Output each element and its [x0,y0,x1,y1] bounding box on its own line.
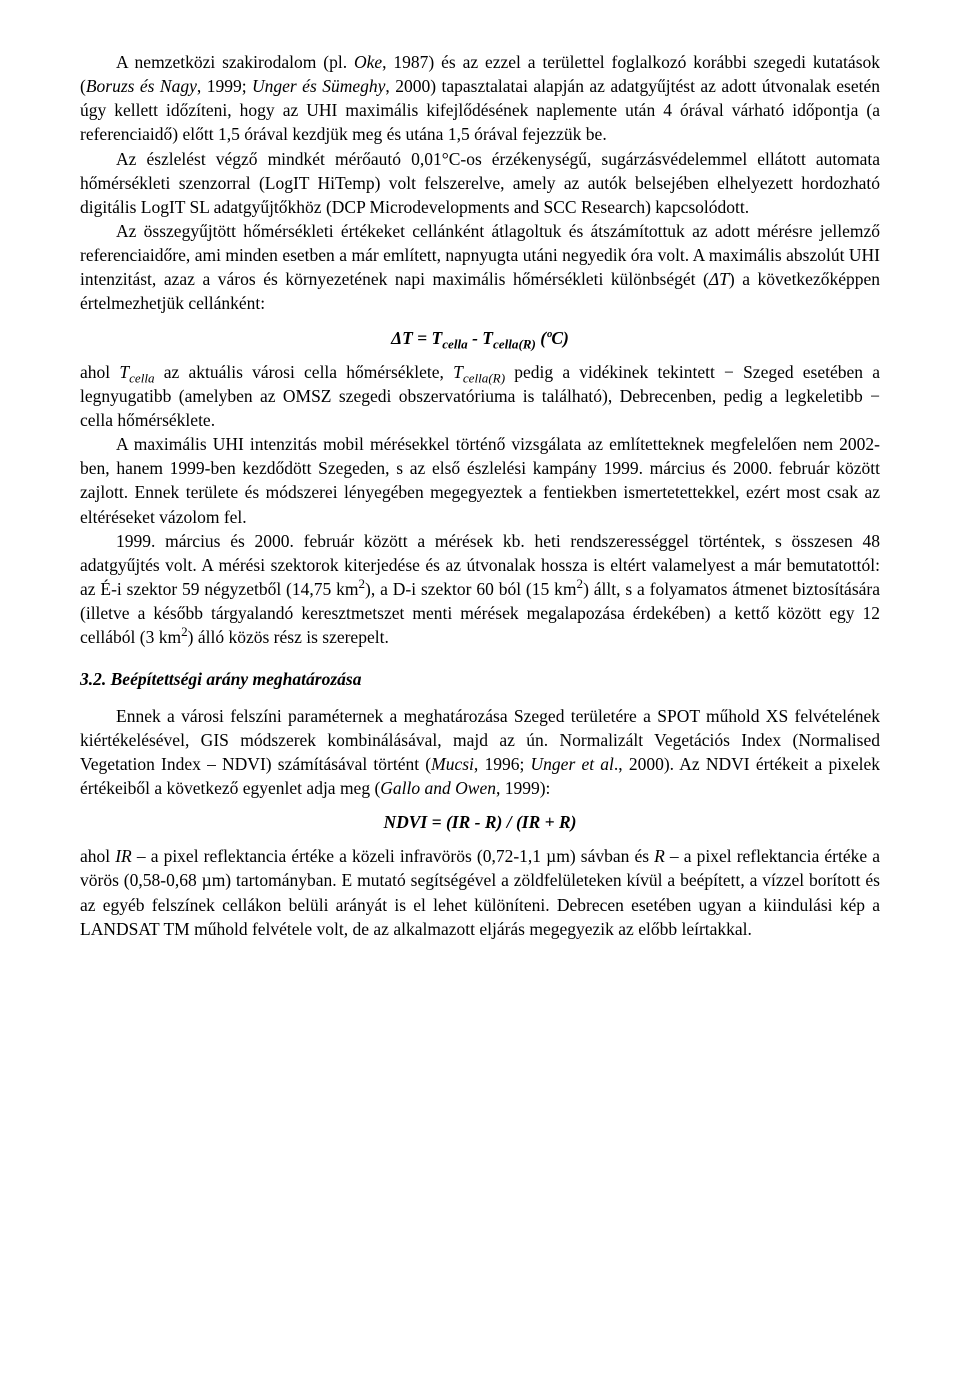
formula-ndvi: NDVI = (IR - R) / (IR + R) [80,810,880,834]
formula-part: ΔT = T [391,328,442,348]
citation-author: Gallo and Owen [380,778,496,798]
paragraph-5: A maximális UHI intenzitás mobil mérések… [80,432,880,529]
formula-subscript: cella(R) [493,336,536,351]
text: ) álló közös rész is szerepelt. [188,627,389,647]
text: A nemzetközi szakirodalom (pl. [116,52,354,72]
symbol-ir: IR [115,846,132,866]
formula-part: (ºC) [536,328,569,348]
section-heading-3-2: 3.2. Beépítettségi arány meghatározása [80,667,880,691]
paragraph-2: Az észlelést végző mindkét mérőautó 0,01… [80,147,880,219]
symbol-subscript: cella [129,370,154,385]
citation-author: Oke [354,52,382,72]
paragraph-4: ahol Tcella az aktuális városi cella hőm… [80,360,880,432]
text: ), a D-i szektor 60 ból (15 km [365,579,576,599]
formula-delta-t: ΔT = Tcella - Tcella(R) (ºC) [80,326,880,350]
formula-part: - T [468,328,493,348]
symbol-subscript: cella(R) [463,370,505,385]
symbol-t: T [453,362,463,382]
citation-author: Unger et al [531,754,614,774]
citation-author: Mucsi [431,754,474,774]
citation-author: Unger és Sümeghy [252,76,385,96]
paragraph-8: ahol IR – a pixel reflektancia értéke a … [80,844,880,941]
paragraph-6: 1999. március és 2000. február között a … [80,529,880,650]
text: ahol [80,362,119,382]
symbol-r: R [654,846,665,866]
text: , 1999; [197,76,252,96]
paragraph-1: A nemzetközi szakirodalom (pl. Oke, 1987… [80,50,880,147]
text: , 1996; [474,754,531,774]
text: az aktuális városi cella hőmérséklete, [155,362,454,382]
symbol-t: T [119,362,129,382]
paragraph-3: Az összegyűjtött hőmérsékleti értékeket … [80,219,880,316]
symbol-delta-t: ΔT [709,269,729,289]
paragraph-7: Ennek a városi felszíni paraméternek a m… [80,704,880,801]
text: , 1999): [496,778,550,798]
page: A nemzetközi szakirodalom (pl. Oke, 1987… [0,0,960,1001]
text: ahol [80,846,115,866]
citation-author: Boruzs és Nagy [86,76,197,96]
formula-subscript: cella [442,336,467,351]
text: – a pixel reflektancia értéke a közeli i… [132,846,654,866]
